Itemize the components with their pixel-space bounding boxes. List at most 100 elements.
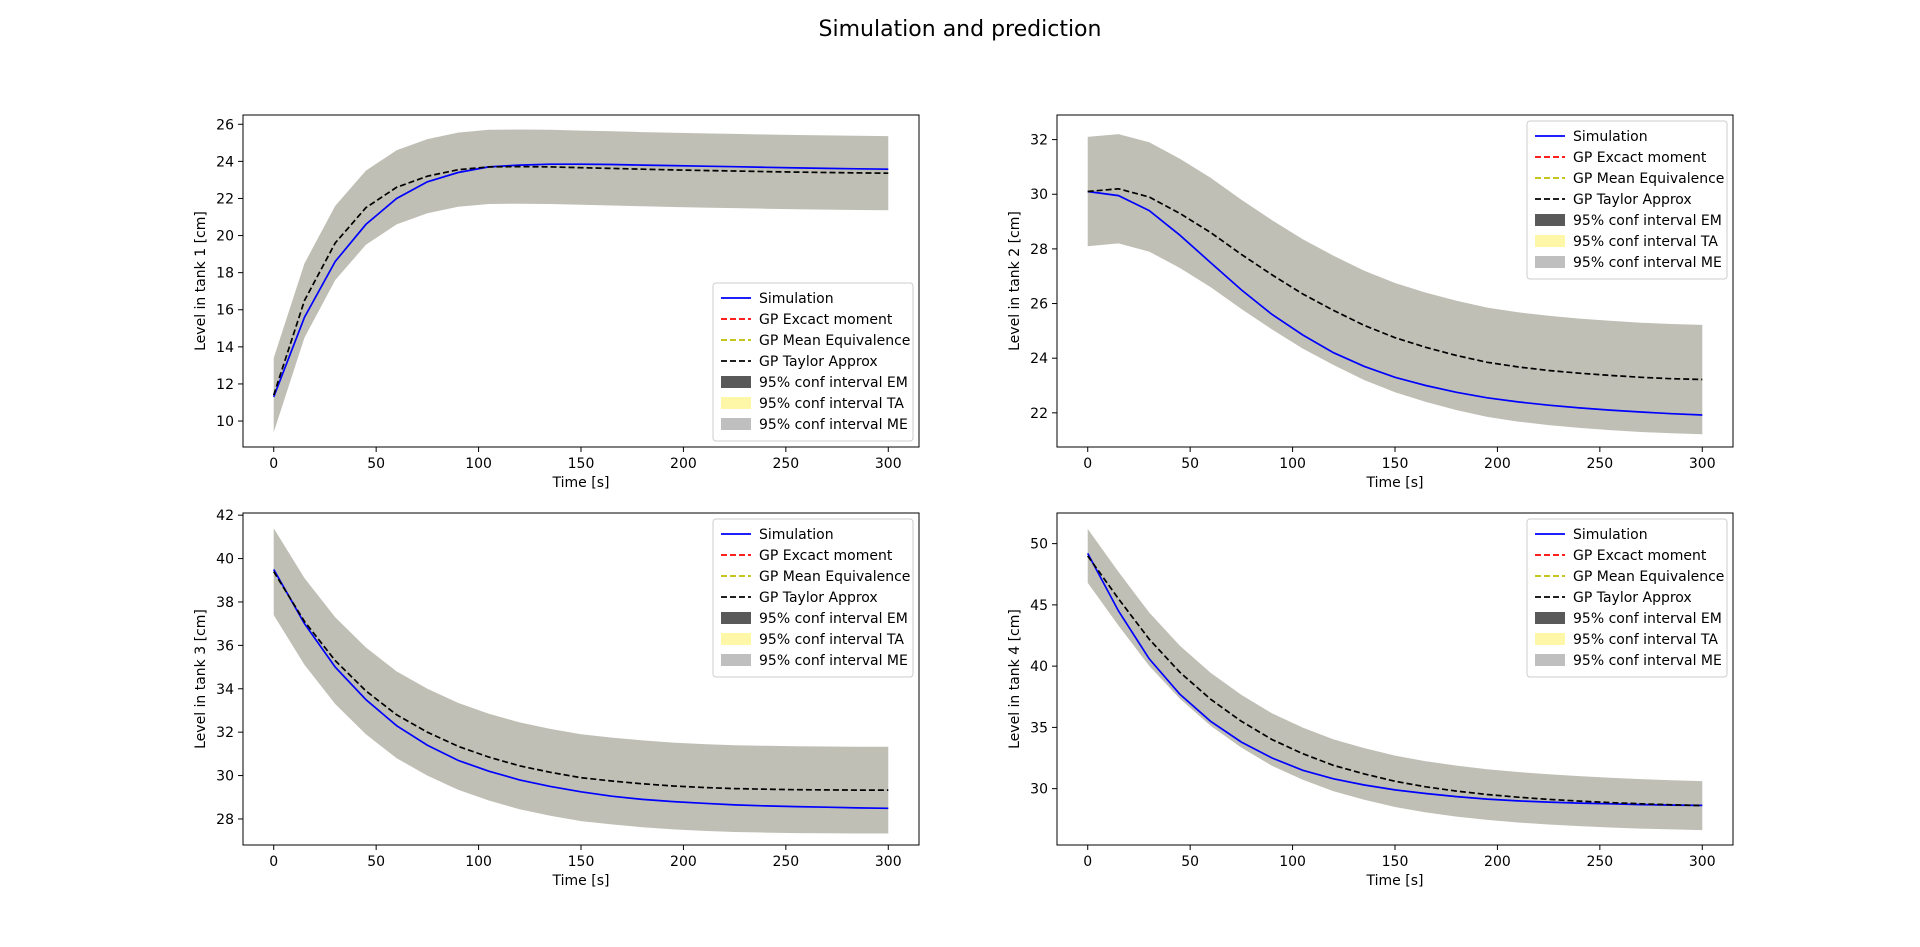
x-tick-label: 250 bbox=[1586, 854, 1613, 870]
subplots-grid: 0 50 100 150 200 250 300101214161820222426Time… bbox=[193, 114, 1734, 889]
y-tick-label: 12 bbox=[216, 377, 234, 393]
confidence-band bbox=[1087, 134, 1703, 435]
y-tick-label: 32 bbox=[1030, 133, 1048, 149]
x-tick-label: 200 bbox=[1484, 456, 1511, 472]
x-tick-label: 150 bbox=[568, 854, 595, 870]
legend-label: GP Taylor Approx bbox=[759, 354, 878, 370]
simulation-line bbox=[272, 163, 889, 398]
confidence-band bbox=[1087, 528, 1703, 831]
figure-title: Simulation and prediction bbox=[819, 17, 1102, 42]
legend-patch-ci-me bbox=[1535, 654, 1565, 666]
subplot-tank-2: 0 50 100 150 200 250 300 22 24 26 28 30 32 Time [s] Le… bbox=[1007, 114, 1734, 491]
legend-label: GP Mean Equivalence bbox=[759, 333, 910, 349]
legend-label: 95% conf interval ME bbox=[759, 653, 908, 669]
y-axis-label: Level in tank 4 [cm] bbox=[1007, 609, 1023, 749]
x-tick-label: 100 bbox=[1279, 456, 1306, 472]
legend-label: 95% conf interval ME bbox=[1573, 255, 1722, 271]
x-tick-label: 50 bbox=[1181, 456, 1199, 472]
legend-label: GP Excact moment bbox=[1573, 548, 1707, 564]
x-tick-label: 200 bbox=[670, 456, 697, 472]
legend-label: GP Taylor Approx bbox=[1573, 590, 1692, 606]
y-tick-label: 30 bbox=[216, 769, 234, 785]
y-tick-label: 42 bbox=[216, 508, 234, 524]
y-tick-label: 18 bbox=[216, 266, 234, 282]
legend-label: GP Mean Equivalence bbox=[759, 569, 910, 585]
x-tick-label: 300 bbox=[875, 854, 902, 870]
legend-label: GP Excact moment bbox=[759, 312, 893, 328]
legend-label: 95% conf interval TA bbox=[759, 632, 904, 648]
legend-label: Simulation bbox=[759, 527, 834, 543]
x-tick-label: 50 bbox=[367, 456, 385, 472]
legend-label: 95% conf interval ME bbox=[1573, 653, 1722, 669]
y-tick-label: 22 bbox=[1030, 406, 1048, 422]
legend-box bbox=[712, 518, 914, 678]
x-tick-label: 0 bbox=[269, 854, 278, 870]
legend-label: 95% conf interval ME bbox=[759, 417, 908, 433]
legend-label: 95% conf interval EM bbox=[1573, 213, 1722, 229]
legend: Simulation GP Excact moment GP Mean Equiva… bbox=[1526, 120, 1728, 280]
y-tick-label: 26 bbox=[1030, 297, 1048, 313]
legend-label: 95% conf interval EM bbox=[759, 611, 908, 627]
legend-label: Simulation bbox=[759, 291, 834, 307]
x-tick-label: 200 bbox=[670, 854, 697, 870]
y-tick-label: 10 bbox=[216, 414, 234, 430]
y-tick-label: 16 bbox=[216, 303, 234, 319]
y-tick-label: 30 bbox=[1030, 187, 1048, 203]
x-tick-label: 0 bbox=[1083, 854, 1092, 870]
y-tick-label: 26 bbox=[216, 117, 234, 133]
subplot-tank-4: 0 50 100 150 200 250 300 30 35 40 45 50 Time [s] Leve… bbox=[1007, 512, 1734, 889]
legend-patch-ci-me bbox=[721, 418, 751, 430]
y-tick-label: 30 bbox=[1030, 782, 1048, 798]
x-tick-label: 150 bbox=[1382, 456, 1409, 472]
x-tick-label: 100 bbox=[465, 456, 492, 472]
legend-patch-ci-ta bbox=[1535, 235, 1565, 247]
x-tick-label: 0 bbox=[1083, 456, 1092, 472]
y-tick-label: 24 bbox=[1030, 351, 1048, 367]
confidence-band bbox=[273, 129, 889, 433]
legend-box bbox=[712, 282, 914, 442]
x-tick-label: 300 bbox=[1689, 456, 1716, 472]
legend-patch-ci-me bbox=[721, 654, 751, 666]
y-tick-label: 24 bbox=[216, 154, 234, 170]
y-tick-label: 20 bbox=[216, 229, 234, 245]
simulation-line bbox=[1087, 190, 1703, 416]
x-tick-label: 250 bbox=[772, 854, 799, 870]
legend-label: 95% conf interval EM bbox=[1573, 611, 1722, 627]
legend-patch-ci-me bbox=[1535, 256, 1565, 268]
legend-patch-ci-ta bbox=[721, 633, 751, 645]
y-axis-label: Level in tank 3 [cm] bbox=[193, 609, 209, 749]
x-tick-label: 250 bbox=[772, 456, 799, 472]
legend-label: 95% conf interval TA bbox=[1573, 234, 1718, 250]
subplot-tank-3: 0 50 100 150 200 250 300 28 30 32 34 36 38 40 42 Time [… bbox=[193, 508, 920, 889]
simulation-line bbox=[1086, 552, 1703, 807]
legend-label: GP Taylor Approx bbox=[759, 590, 878, 606]
legend-patch-ci-ta bbox=[1535, 633, 1565, 645]
y-axis-label: Level in tank 1 [cm] bbox=[193, 211, 209, 351]
y-tick-label: 34 bbox=[216, 682, 234, 698]
legend-label: 95% conf interval EM bbox=[759, 375, 908, 391]
x-tick-label: 100 bbox=[1279, 854, 1306, 870]
y-tick-label: 28 bbox=[216, 812, 234, 828]
legend-label: GP Taylor Approx bbox=[1573, 192, 1692, 208]
y-tick-label: 28 bbox=[1030, 242, 1048, 258]
x-tick-label: 50 bbox=[367, 854, 385, 870]
y-tick-label: 35 bbox=[1030, 720, 1048, 736]
legend-label: GP Mean Equivalence bbox=[1573, 171, 1724, 187]
y-tick-label: 40 bbox=[1030, 659, 1048, 675]
legend: Simulation GP Excact moment GP Mean Equiva… bbox=[712, 282, 914, 442]
gp-taylor-line bbox=[1087, 555, 1703, 807]
y-tick-label: 32 bbox=[216, 725, 234, 741]
gp-taylor-line bbox=[272, 571, 889, 791]
legend-box bbox=[1526, 120, 1728, 280]
x-tick-label: 150 bbox=[1382, 854, 1409, 870]
y-tick-label: 22 bbox=[216, 191, 234, 207]
x-tick-label: 200 bbox=[1484, 854, 1511, 870]
x-tick-label: 150 bbox=[568, 456, 595, 472]
legend-label: Simulation bbox=[1573, 129, 1648, 145]
y-tick-label: 36 bbox=[216, 638, 234, 654]
subplot-tank-1: 0 50 100 150 200 250 300 10 12 14 16 18 20 22 24 26 Time… bbox=[193, 114, 920, 491]
x-axis-label: Time [s] bbox=[1366, 475, 1424, 491]
confidence-band bbox=[273, 528, 889, 834]
legend: Simulation GP Excact moment GP Mean Equiva… bbox=[1526, 518, 1728, 678]
